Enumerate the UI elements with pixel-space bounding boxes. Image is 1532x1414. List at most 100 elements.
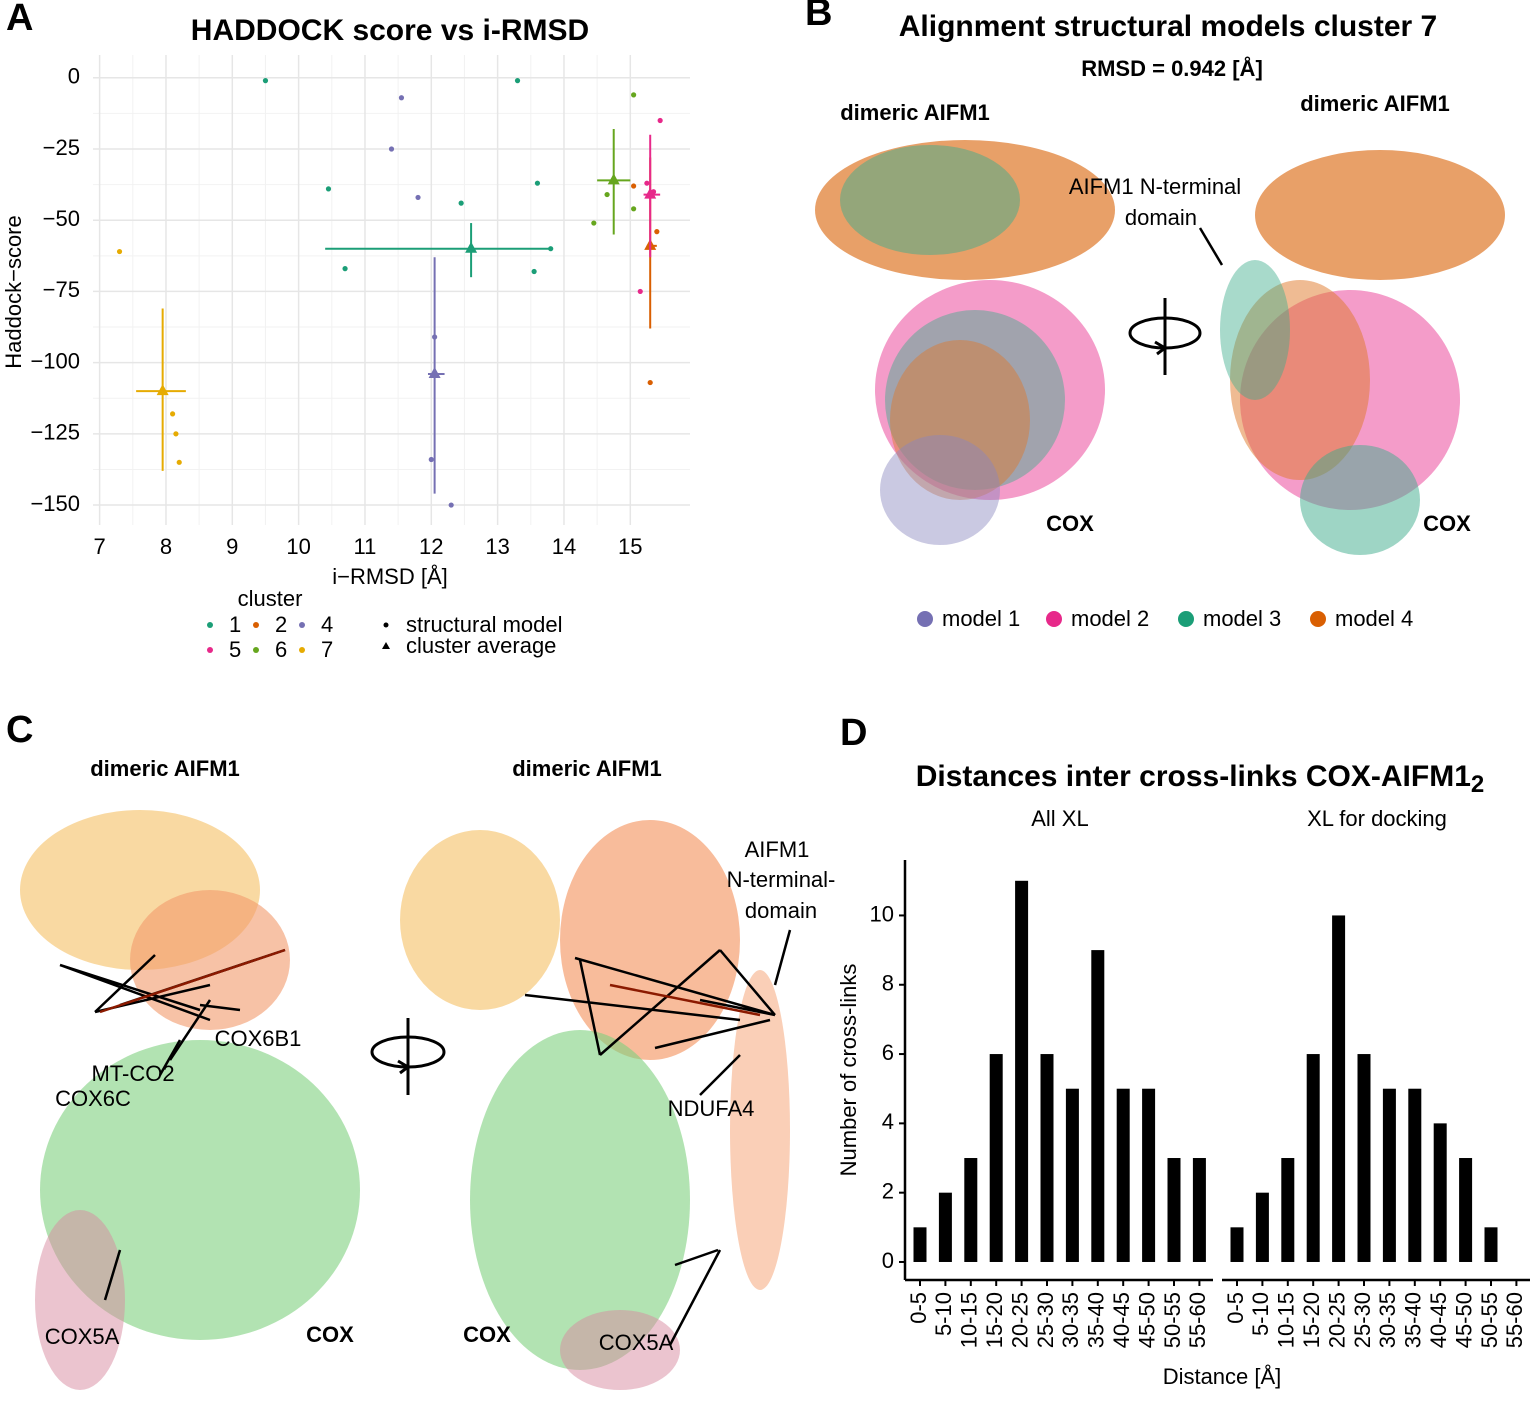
chart-title: HADDOCK score vs i-RMSD — [191, 14, 589, 47]
bar — [1459, 1158, 1473, 1262]
pointer — [1198, 227, 1224, 266]
data-point — [415, 194, 421, 201]
data-point — [591, 220, 597, 226]
cluster-average — [156, 384, 169, 396]
legend-swatch — [1178, 611, 1194, 627]
legend-label: model 2 — [1071, 606, 1149, 631]
x-tick-label: 55-60 — [1502, 1292, 1527, 1348]
chart-title: Distances inter cross-links COX-AIFM12 — [916, 760, 1485, 798]
x-tick-label: 9 — [226, 534, 238, 559]
bar — [1192, 1158, 1206, 1262]
plot-background — [93, 55, 690, 525]
x-tick-label: 7 — [94, 534, 106, 559]
annotation: COX6C — [55, 1086, 131, 1111]
annotation: AIFM1 — [745, 837, 810, 862]
rotation-icon — [1128, 298, 1202, 375]
x-tick-label: 25-30 — [1350, 1292, 1375, 1348]
data-point — [262, 78, 269, 84]
x-tick-label: 20-25 — [1007, 1292, 1032, 1348]
bar — [964, 1158, 978, 1262]
x-tick-label: 10-15 — [1274, 1292, 1299, 1348]
data-point — [325, 186, 332, 192]
x-tick-label: 55-60 — [1185, 1292, 1210, 1348]
crosslink-lines — [59, 929, 792, 1346]
y-tick-label: −75 — [43, 277, 80, 302]
y-tick-label: −150 — [30, 491, 80, 516]
data-point — [170, 411, 176, 417]
x-tick-label: 5-10 — [1248, 1292, 1273, 1336]
x-tick-label: 0-5 — [1223, 1292, 1248, 1324]
data-point — [458, 200, 464, 206]
x-tick-label: 35-40 — [1084, 1292, 1109, 1348]
annotation: domain — [745, 898, 817, 923]
x-tick-label: 45-50 — [1451, 1292, 1476, 1348]
annotation: COX — [463, 1322, 511, 1347]
data-point — [604, 191, 610, 198]
legend-swatch — [207, 622, 213, 628]
annotation: dimeric AIFM1 — [90, 756, 240, 781]
x-tick-label: 10 — [286, 534, 310, 559]
cluster-average — [465, 241, 478, 253]
x-tick-label: 15 — [618, 534, 642, 559]
bar — [1484, 1227, 1498, 1262]
y-tick-label: 8 — [882, 971, 894, 996]
legend-label: model 1 — [942, 606, 1020, 631]
y-tick-label: −50 — [43, 206, 80, 231]
legend-swatch — [382, 642, 390, 649]
data-point — [173, 431, 179, 437]
legend-label: model 4 — [1335, 606, 1413, 631]
rotation-icon — [370, 1018, 446, 1095]
x-axis-label: i−RMSD [Å] — [332, 564, 448, 589]
y-tick-label: 2 — [882, 1178, 894, 1203]
chart-title-text: Distances inter cross-links COX-AIFM1 — [916, 760, 1471, 793]
x-tick-label: 15-20 — [982, 1292, 1007, 1348]
annotation: MT-CO2 — [91, 1061, 174, 1086]
bar — [1142, 1088, 1156, 1262]
data-point — [514, 78, 521, 84]
bar — [1255, 1192, 1269, 1262]
data-point — [631, 206, 637, 212]
annotation: COX — [1423, 511, 1471, 536]
data-point — [116, 248, 123, 255]
legend-label: 6 — [275, 637, 287, 662]
legend-swatch — [1310, 611, 1326, 627]
facet-label: All XL — [1031, 806, 1088, 831]
data-point — [531, 268, 537, 275]
structure-image — [815, 140, 1505, 555]
legend-label: 2 — [275, 612, 287, 637]
data-point — [176, 459, 182, 465]
data-point — [534, 180, 541, 186]
x-tick-label: 35-40 — [1401, 1292, 1426, 1348]
data-point — [548, 246, 554, 252]
bar — [1408, 1088, 1422, 1262]
x-tick-label: 14 — [552, 534, 576, 559]
y-tick-label: −25 — [43, 135, 80, 160]
y-tick-label: −125 — [30, 420, 80, 445]
legend-label: 1 — [229, 612, 241, 637]
bar — [1230, 1227, 1244, 1262]
bar — [1065, 1088, 1079, 1262]
x-tick-label: 45-50 — [1134, 1292, 1159, 1348]
legend-swatch — [299, 622, 305, 628]
bar — [1167, 1158, 1181, 1262]
annotation: dimeric AIFM1 — [512, 756, 662, 781]
x-tick-label: 20-25 — [1324, 1292, 1349, 1348]
legend-title: cluster — [238, 586, 303, 611]
bar — [1040, 1054, 1054, 1262]
annotation: N-terminal- — [727, 867, 836, 892]
x-tick-label: 50-55 — [1477, 1292, 1502, 1348]
data-point — [428, 456, 434, 463]
y-tick-label: 4 — [882, 1109, 894, 1134]
panel-letter: C — [6, 709, 33, 751]
panel-letter: D — [840, 712, 867, 754]
x-tick-label: 40-45 — [1426, 1292, 1451, 1348]
y-tick-label: 10 — [870, 901, 894, 926]
legend-swatch — [207, 647, 213, 653]
annotation: COX5A — [45, 1324, 120, 1349]
annotation: COX — [1046, 511, 1094, 536]
data-point — [631, 92, 637, 98]
panel-title: Alignment structural models cluster 7 — [899, 10, 1437, 43]
x-tick-label: 5-10 — [931, 1292, 956, 1336]
legend-label: 4 — [321, 612, 333, 637]
y-axis-label: Haddock−score — [1, 215, 26, 368]
